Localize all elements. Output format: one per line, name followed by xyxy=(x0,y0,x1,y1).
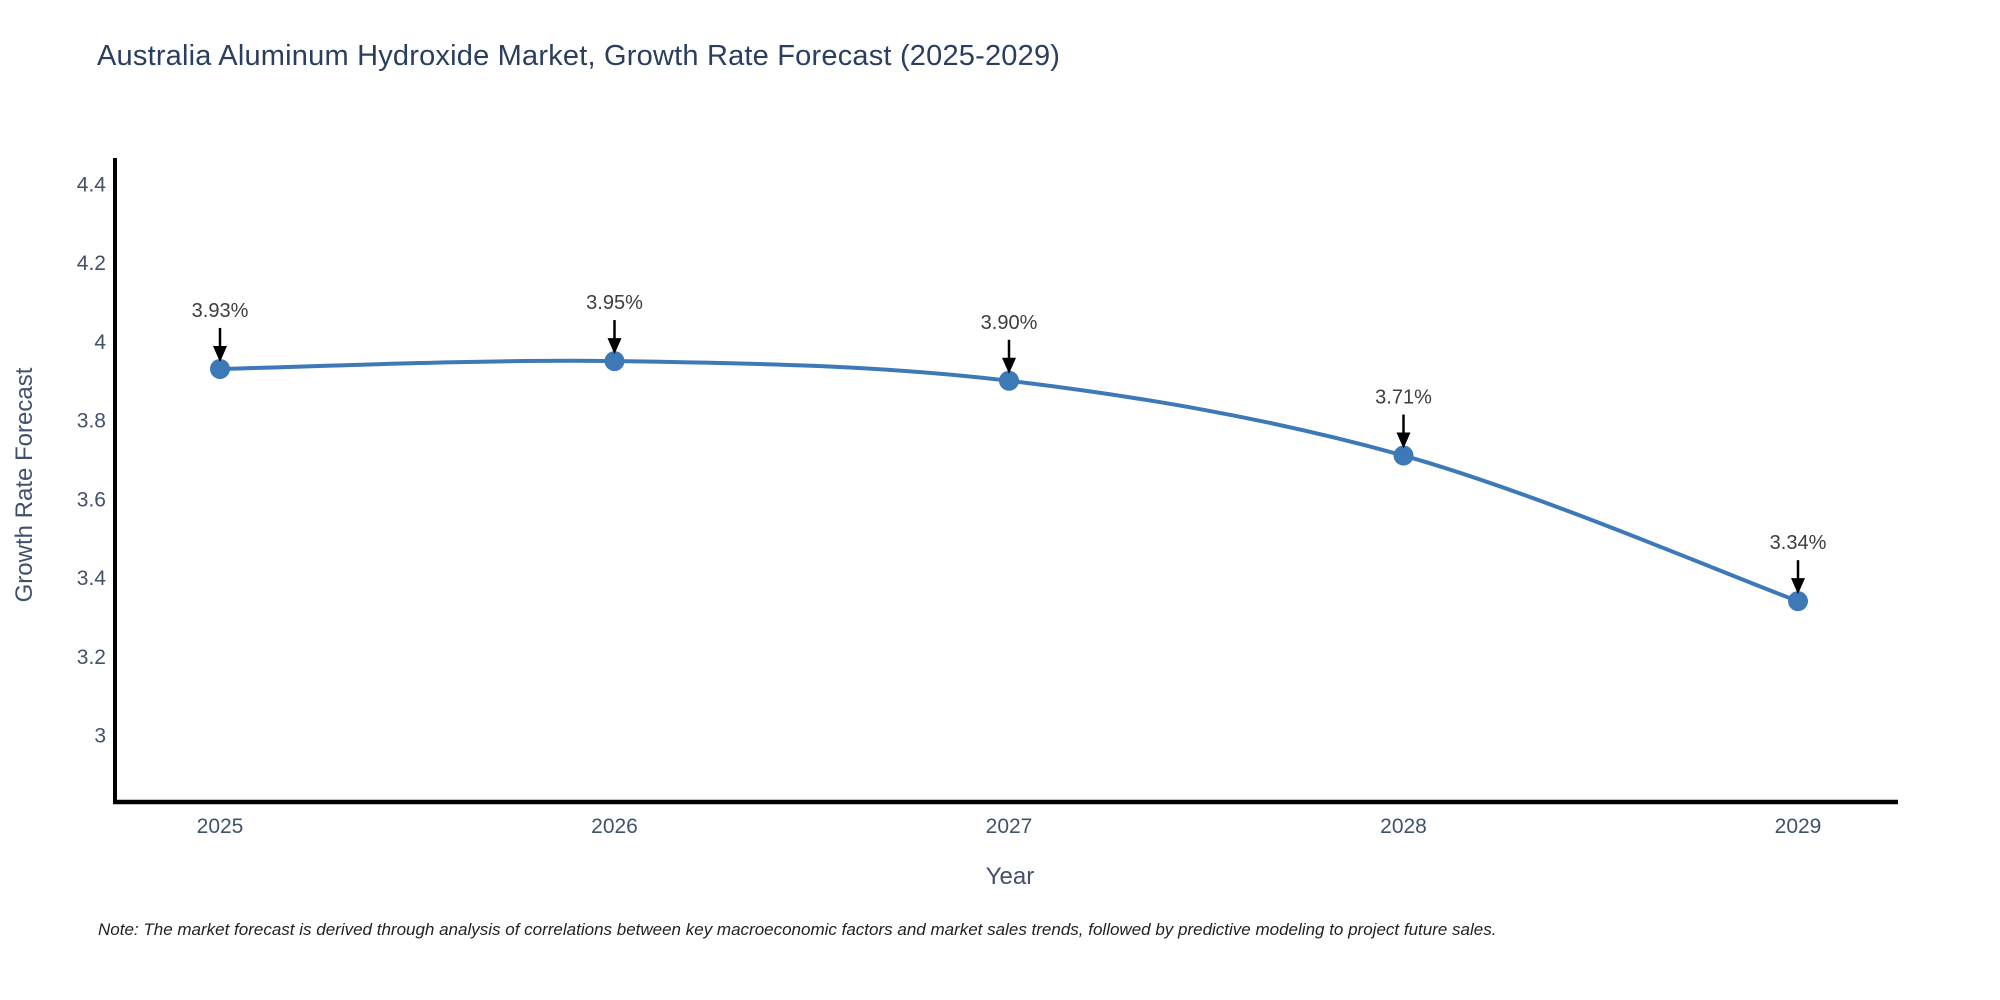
annotation-arrowhead xyxy=(1396,432,1411,449)
point-annotation-label: 3.90% xyxy=(981,312,1038,334)
y-tick-label: 3.4 xyxy=(77,567,107,590)
y-tick-label: 3 xyxy=(94,725,106,748)
annotation-arrowhead xyxy=(1002,357,1016,374)
chart-title: Australia Aluminum Hydroxide Market, Gro… xyxy=(97,40,1061,72)
point-annotation-label: 3.93% xyxy=(192,300,249,322)
x-tick-label: 2028 xyxy=(1380,815,1427,838)
trend-line xyxy=(218,358,1800,604)
y-tick-label: 4.4 xyxy=(77,173,107,196)
y-tick-label: 3.2 xyxy=(77,646,106,669)
x-tick-label: 2026 xyxy=(591,815,638,838)
y-tick-label: 3.8 xyxy=(77,410,106,433)
x-axis-title: Year xyxy=(985,863,1035,890)
point-annotation-label: 3.34% xyxy=(1770,532,1827,554)
point-annotation-label: 3.71% xyxy=(1375,387,1432,409)
data-point xyxy=(604,351,625,372)
annotation-arrowhead xyxy=(213,345,227,362)
annotation-arrowhead xyxy=(1791,578,1805,595)
data-point xyxy=(999,370,1019,391)
data-point xyxy=(210,358,230,379)
y-tick-label: 4 xyxy=(94,331,106,354)
y-tick-label: 3.6 xyxy=(77,488,106,511)
y-tick-label: 4.2 xyxy=(77,252,106,275)
footnote: Note: The market forecast is derived thr… xyxy=(98,920,1497,939)
annotation-arrowhead xyxy=(607,338,622,355)
data-point xyxy=(1788,591,1808,612)
data-point xyxy=(1393,445,1414,466)
x-tick-label: 2029 xyxy=(1775,815,1822,838)
point-annotation-label: 3.95% xyxy=(586,292,643,314)
x-tick-label: 2025 xyxy=(197,815,244,838)
x-tick-label: 2027 xyxy=(986,815,1033,838)
